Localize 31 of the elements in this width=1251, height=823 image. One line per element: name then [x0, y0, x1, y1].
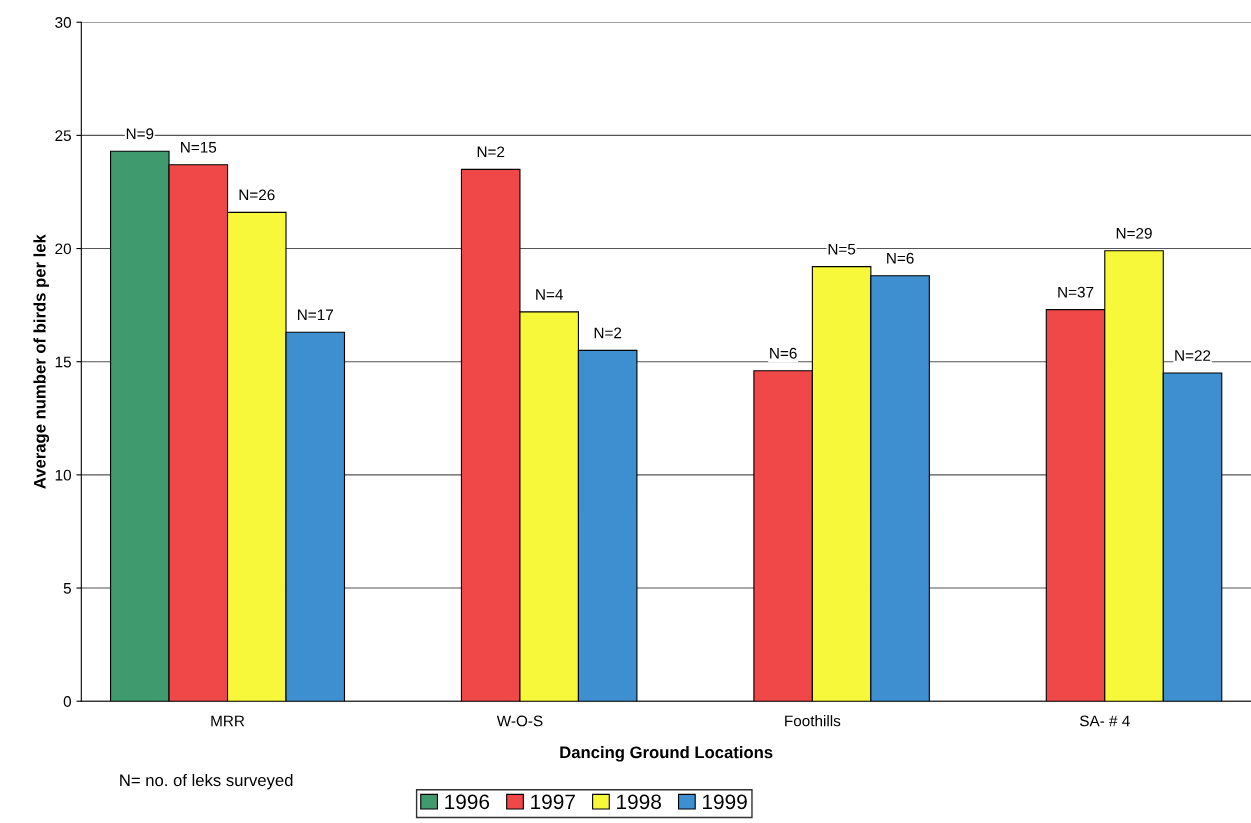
annotation: N=37 — [1058, 286, 1094, 298]
x-tick-label: SA- # 4 — [1080, 715, 1130, 727]
y-tick-label: 5 — [63, 583, 71, 594]
annotation: N=5 — [828, 243, 856, 255]
annotation: N=15 — [181, 142, 217, 153]
annotation: N=6 — [887, 252, 914, 264]
y-tick-label: 25 — [55, 130, 71, 142]
y-tick-label: 30 — [55, 17, 71, 28]
x-tick-label: W-O-S — [496, 715, 543, 727]
legend-label: 1998 — [617, 794, 661, 810]
y-tick-label: 15 — [55, 356, 71, 368]
legend-label: 1996 — [445, 794, 490, 810]
y-tick-label: 20 — [55, 243, 71, 255]
text: N= no. of leks surveyed — [120, 773, 293, 790]
x-tick-label: MRR — [211, 715, 245, 727]
y-axis-title: Average number of birds per lek — [33, 234, 50, 489]
x-tick-label: Foothills — [785, 715, 841, 727]
annotation: N=29 — [1116, 227, 1152, 239]
annotation: N=2 — [594, 327, 622, 339]
legend-label: 1997 — [531, 794, 575, 810]
legend-label: 1999 — [703, 794, 747, 810]
annotation: N=17 — [298, 309, 333, 321]
annotation: N=2 — [477, 146, 505, 158]
annotation: N=6 — [770, 347, 797, 359]
y-tick-label: 10 — [55, 469, 71, 481]
x-axis-title: Dancing Ground Locations — [560, 745, 773, 762]
annotation: N=22 — [1175, 350, 1211, 361]
y-tick-label: 0 — [63, 696, 71, 707]
annotation: N=4 — [536, 289, 563, 300]
annotation: N=26 — [239, 189, 275, 201]
annotation: N=9 — [126, 128, 154, 140]
